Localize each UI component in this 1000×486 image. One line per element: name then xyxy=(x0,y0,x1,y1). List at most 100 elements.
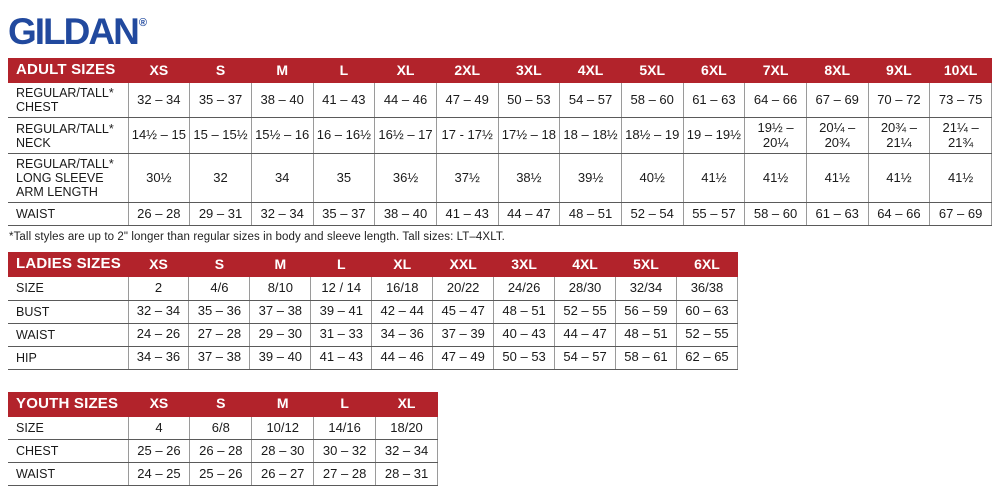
size-cell: 18/20 xyxy=(375,416,438,441)
size-cell: 52 – 55 xyxy=(554,300,616,324)
size-cell: 32/34 xyxy=(615,277,677,301)
size-cell: 48 – 51 xyxy=(615,323,677,347)
table-row: SIZE 4 6/8 10/12 14/16 18/20 xyxy=(8,416,438,441)
size-cell: 36½ xyxy=(374,153,437,204)
row-label: WAIST xyxy=(8,202,128,227)
size-cell: 35 – 37 xyxy=(312,202,375,227)
size-cell: 20/22 xyxy=(432,277,494,301)
size-cell: 26 – 27 xyxy=(251,462,314,486)
size-cell: 32 – 34 xyxy=(250,202,314,227)
column-header-7xl: 7XL xyxy=(744,58,807,83)
row-label: REGULAR/TALL* NECK xyxy=(8,117,128,155)
column-header-3xl: 3XL xyxy=(498,58,560,83)
size-cell: 6/8 xyxy=(189,416,252,441)
size-cell: 62 – 65 xyxy=(675,346,739,370)
row-label: REGULAR/TALL* LONG SLEEVE ARM LENGTH xyxy=(8,153,128,204)
size-cell: 61 – 63 xyxy=(682,83,745,118)
size-cell: 30 – 32 xyxy=(313,439,376,464)
table-row: REGULAR/TALL* CHEST 32 – 34 35 – 37 38 – 40… xyxy=(8,83,992,118)
size-cell: 34 – 36 xyxy=(127,346,189,370)
row-label: CHEST xyxy=(8,439,128,464)
size-cell: 50 – 53 xyxy=(493,346,555,370)
column-header-9xl: 9XL xyxy=(868,58,930,83)
size-cell: 30½ xyxy=(127,153,190,204)
gildan-logo: GILDAN® xyxy=(8,2,992,53)
size-cell: 56 – 59 xyxy=(615,300,677,324)
size-cell: 26 – 28 xyxy=(189,439,252,464)
table-row: REGULAR/TALL* LONG SLEEVE ARM LENGTH 30½ 3… xyxy=(8,153,992,204)
size-cell: 4 xyxy=(127,416,190,441)
size-cell: 10/12 xyxy=(251,416,314,441)
table-row: WAIST 26 – 28 29 – 31 32 – 34 35 – 37 38 – 40… xyxy=(8,202,992,227)
size-cell: 17½ – 18 xyxy=(497,117,560,155)
size-cell: 48 – 51 xyxy=(493,300,555,324)
ladies-sizes-section: LADIES SIZES XS S M L XL XXL 3XL 4XL 5XL 6XL SIZE 2 4… xyxy=(8,252,992,370)
size-cell: 14½ – 15 xyxy=(127,117,190,155)
size-cell: 39 – 40 xyxy=(249,346,311,370)
column-header-m: M xyxy=(251,58,314,83)
column-header-s: S xyxy=(189,58,252,83)
size-cell: 41½ xyxy=(867,153,930,204)
size-cell: 29 – 30 xyxy=(249,323,311,347)
size-cell: 41½ xyxy=(929,153,992,204)
size-cell: 26 – 28 xyxy=(127,202,190,227)
size-cell: 44 – 46 xyxy=(374,83,437,118)
size-cell: 41½ xyxy=(682,153,745,204)
size-cell: 16/18 xyxy=(371,277,433,301)
row-label: SIZE xyxy=(8,277,128,301)
size-cell: 58 – 60 xyxy=(620,83,684,118)
table-row: WAIST 24 – 25 25 – 26 26 – 27 27 – 28 28 – 31 xyxy=(8,462,438,486)
size-cell: 19½ – 20¼ xyxy=(744,117,807,155)
adult-sizes-title: ADULT SIZES xyxy=(8,58,128,83)
column-header-2xl: 2XL xyxy=(436,58,499,83)
size-cell: 73 – 75 xyxy=(929,83,992,118)
size-cell: 47 – 49 xyxy=(432,346,494,370)
table-row: WAIST 24 – 26 27 – 28 29 – 30 31 – 33 34 – 36… xyxy=(8,323,739,347)
column-header-xs: XS xyxy=(128,58,190,83)
size-cell: 41½ xyxy=(744,153,807,204)
size-cell: 4/6 xyxy=(188,277,250,301)
size-cell: 28/30 xyxy=(554,277,616,301)
size-cell: 32 xyxy=(189,153,252,204)
size-cell: 45 – 47 xyxy=(432,300,494,324)
size-cell: 67 – 69 xyxy=(929,202,992,227)
size-cell: 44 – 46 xyxy=(371,346,433,370)
size-cell: 32 – 34 xyxy=(127,83,190,118)
size-cell: 58 – 61 xyxy=(615,346,677,370)
size-cell: 37½ xyxy=(435,153,499,204)
size-cell: 14/16 xyxy=(313,416,376,441)
column-header-l: L xyxy=(310,252,372,278)
size-cell: 55 – 57 xyxy=(682,202,745,227)
table-row: BUST 32 – 34 35 – 36 37 – 38 39 – 41 42 – 44 4… xyxy=(8,300,739,324)
column-header-xs: XS xyxy=(128,391,190,417)
header-row: ADULT SIZES XS S M L XL 2XL 3XL 4XL 5XL 6XL 7XL 8XL 9… xyxy=(8,58,992,83)
column-header-8xl: 8XL xyxy=(806,58,869,83)
size-cell: 39 – 41 xyxy=(310,300,372,324)
size-cell: 40 – 43 xyxy=(493,323,555,347)
column-header-s: S xyxy=(189,391,252,417)
size-cell: 37 – 38 xyxy=(249,300,311,324)
column-header-4xl: 4XL xyxy=(559,58,622,83)
column-header-l: L xyxy=(313,58,375,83)
size-cell: 41½ xyxy=(805,153,869,204)
size-cell: 64 – 66 xyxy=(744,83,807,118)
column-header-s: S xyxy=(188,252,250,278)
size-cell: 54 – 57 xyxy=(554,346,616,370)
size-cell: 32 – 34 xyxy=(127,300,189,324)
column-header-10xl: 10XL xyxy=(929,58,992,83)
ladies-sizes-table: LADIES SIZES XS S M L XL XXL 3XL 4XL 5XL 6XL SIZE 2 4… xyxy=(8,252,739,370)
column-header-6xl: 6XL xyxy=(683,58,745,83)
tall-styles-footnote: *Tall styles are up to 2" longer than re… xyxy=(9,231,505,244)
size-cell: 35 xyxy=(312,153,375,204)
size-cell: 16 – 16½ xyxy=(312,117,375,155)
size-cell: 39½ xyxy=(559,153,622,204)
size-cell: 35 – 36 xyxy=(188,300,250,324)
size-cell: 40½ xyxy=(620,153,684,204)
size-cell: 41 – 43 xyxy=(310,346,372,370)
size-cell: 16½ – 17 xyxy=(374,117,437,155)
size-cell: 24/26 xyxy=(493,277,555,301)
adult-sizes-table: ADULT SIZES XS S M L XL 2XL 3XL 4XL 5XL 6XL 7XL 8XL 9… xyxy=(8,58,992,227)
size-cell: 20¾ – 21¼ xyxy=(867,117,930,155)
table-row: CHEST 25 – 26 26 – 28 28 – 30 30 – 32 32 – 34 xyxy=(8,439,438,464)
size-cell: 27 – 28 xyxy=(313,462,376,486)
